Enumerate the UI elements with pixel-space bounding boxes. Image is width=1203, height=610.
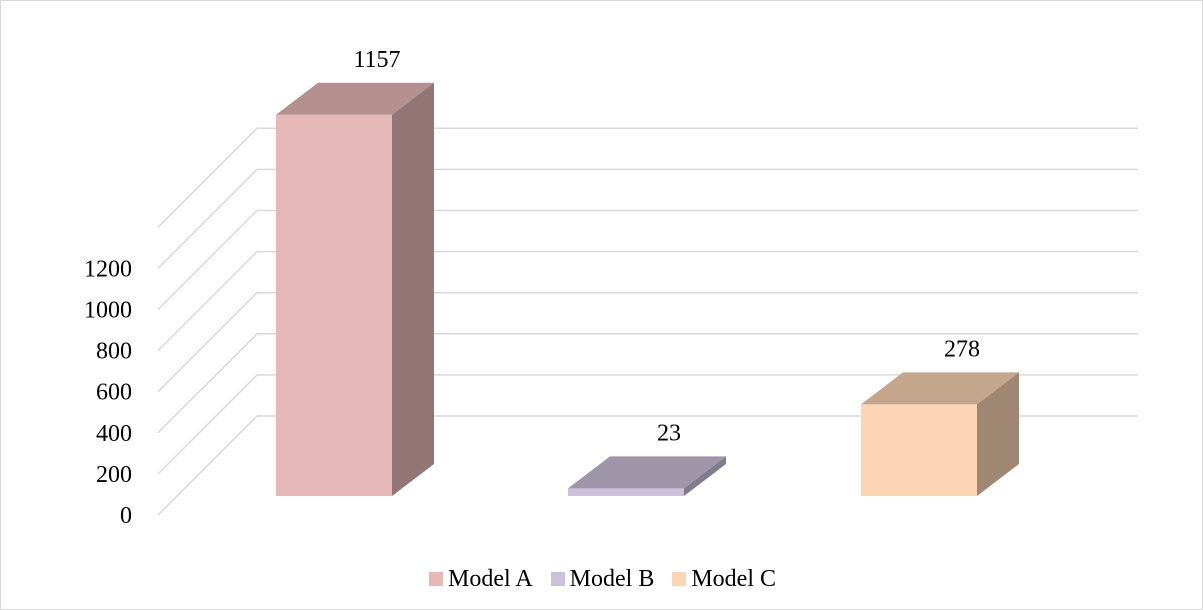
legend-swatch-model-a bbox=[428, 572, 443, 586]
gridline-side bbox=[157, 251, 258, 352]
legend-label-model-a: Model A bbox=[447, 565, 533, 592]
legend-item-model-b: Model B bbox=[550, 565, 655, 593]
y-tick-label: 0 bbox=[120, 503, 132, 529]
bar-side-model-b bbox=[684, 456, 726, 496]
legend-swatch-model-c bbox=[672, 572, 687, 586]
y-tick-label: 600 bbox=[96, 380, 132, 406]
bar-front-model-b bbox=[568, 488, 684, 496]
legend-item-model-c: Model C bbox=[672, 566, 776, 593]
y-tick-label: 800 bbox=[96, 339, 132, 365]
legend-swatch-model-b bbox=[550, 572, 565, 586]
bar-side-model-a bbox=[392, 82, 434, 497]
bar-front-model-a bbox=[276, 114, 392, 497]
y-tick-label: 400 bbox=[96, 421, 132, 447]
bar-top-model-c bbox=[861, 372, 1019, 405]
data-labels: 1157 23 278 bbox=[353, 47, 980, 447]
data-label-model-a: 1157 bbox=[353, 47, 400, 73]
y-tick-label: 1000 bbox=[84, 298, 132, 324]
gridline-side bbox=[157, 415, 258, 516]
legend-item-model-a: Model A bbox=[428, 565, 533, 593]
legend: Model A Model B Model C bbox=[1, 564, 1202, 594]
bar-side-model-c bbox=[977, 372, 1019, 496]
gridline-side bbox=[157, 333, 258, 434]
bar-top-model-b bbox=[568, 456, 726, 489]
gridline-side bbox=[157, 168, 258, 269]
legend-label-model-c: Model C bbox=[691, 565, 776, 592]
y-tick-label: 200 bbox=[96, 462, 132, 488]
legend-label-model-b: Model B bbox=[569, 565, 655, 592]
gridline-side bbox=[157, 374, 258, 475]
data-label-model-c: 278 bbox=[944, 336, 980, 362]
bars bbox=[276, 82, 1019, 497]
bar-front-model-c bbox=[861, 404, 977, 496]
data-label-model-b: 23 bbox=[657, 420, 681, 446]
y-tick-label: 1200 bbox=[84, 256, 132, 282]
bar-top-model-a bbox=[276, 82, 434, 115]
gridline-side bbox=[157, 209, 258, 311]
gridline-side bbox=[157, 127, 258, 228]
y-axis-ticks: 0 200 400 600 800 1000 1200 bbox=[84, 256, 132, 529]
gridline-side bbox=[157, 292, 258, 393]
